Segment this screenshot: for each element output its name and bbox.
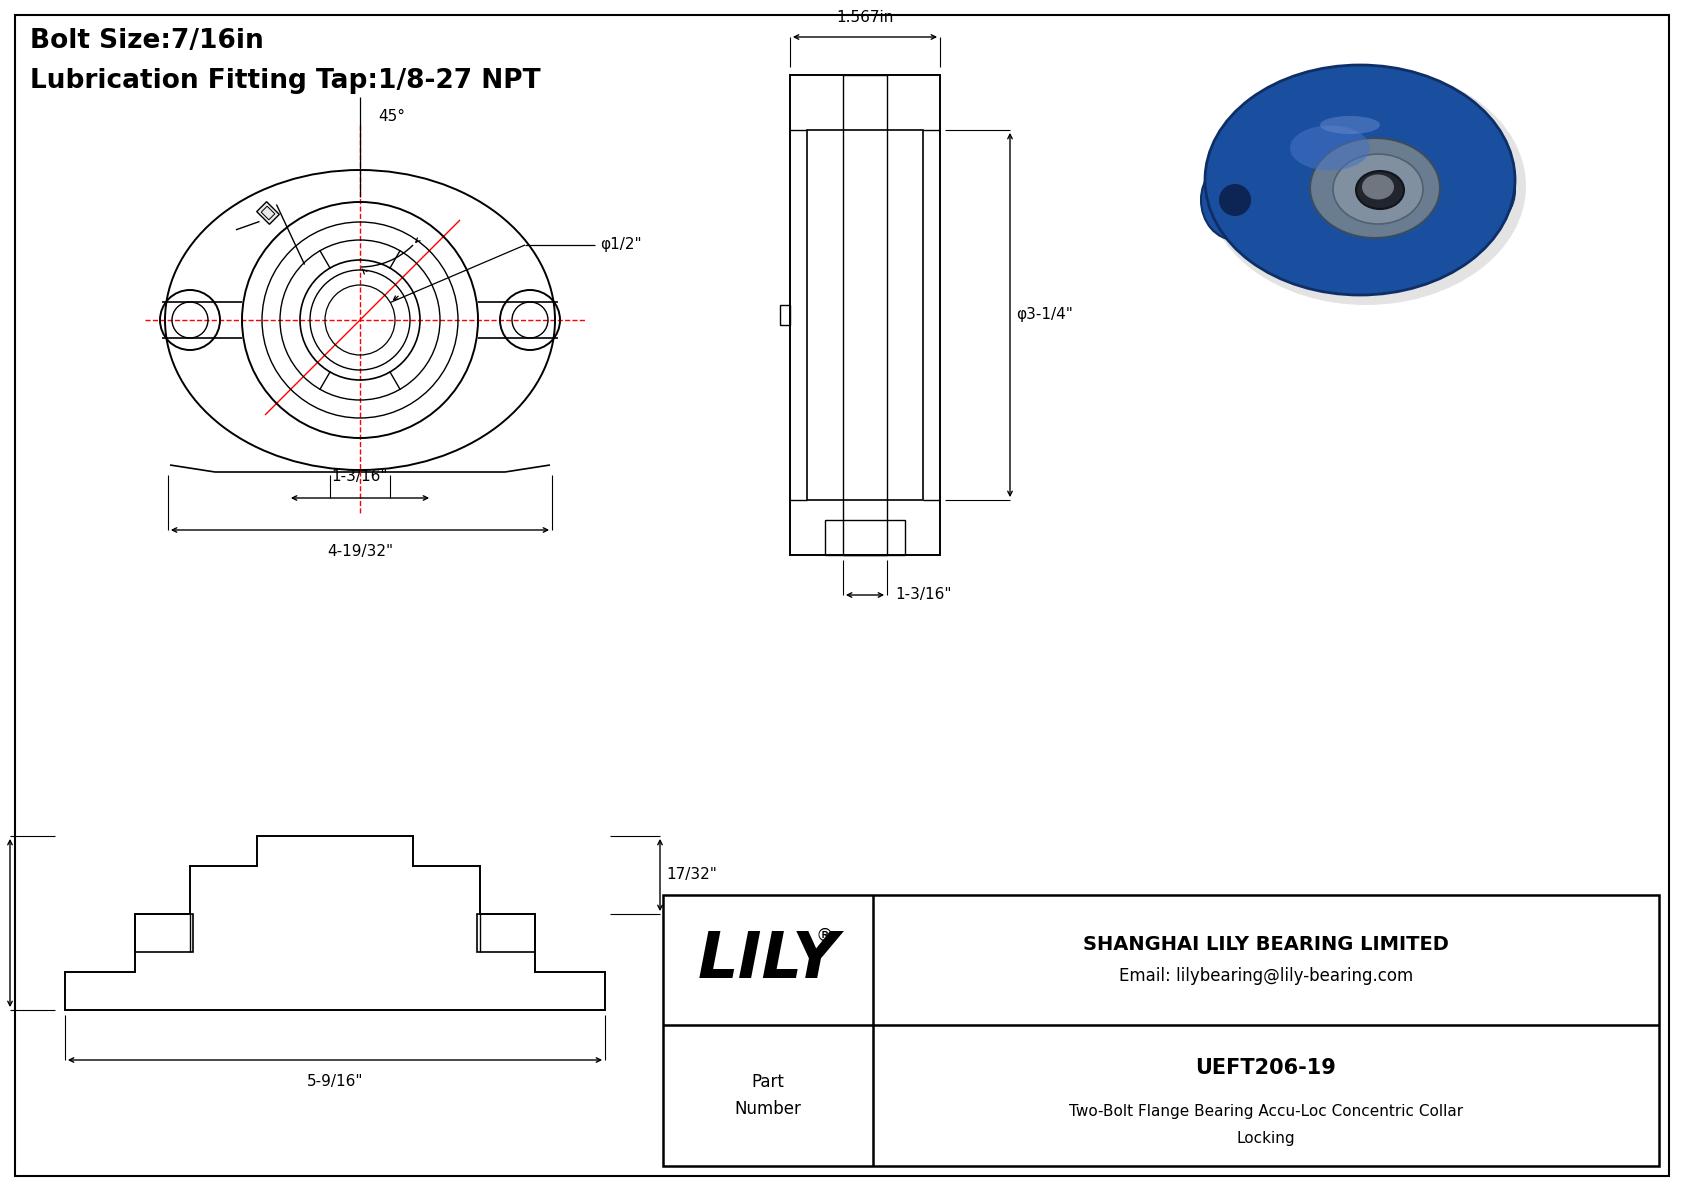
- Bar: [825, 520, 904, 555]
- Text: LILY: LILY: [697, 929, 839, 991]
- Text: Two-Bolt Flange Bearing Accu-Loc Concentric Collar: Two-Bolt Flange Bearing Accu-Loc Concent…: [1069, 1104, 1463, 1120]
- Bar: [844, 75, 887, 555]
- Bar: [807, 130, 923, 500]
- Polygon shape: [256, 201, 280, 224]
- Text: SHANGHAI LILY BEARING LIMITED: SHANGHAI LILY BEARING LIMITED: [1083, 935, 1448, 954]
- Text: Lubrication Fitting Tap:1/8-27 NPT: Lubrication Fitting Tap:1/8-27 NPT: [30, 68, 541, 94]
- Text: 4-19/32": 4-19/32": [327, 544, 392, 559]
- Text: φ1/2": φ1/2": [600, 237, 642, 252]
- Text: 45°: 45°: [377, 110, 404, 124]
- Text: UEFT206-19: UEFT206-19: [1196, 1059, 1337, 1078]
- Text: 17/32": 17/32": [665, 867, 717, 883]
- Ellipse shape: [1320, 116, 1379, 135]
- Text: Locking: Locking: [1236, 1131, 1295, 1147]
- Ellipse shape: [1356, 172, 1404, 208]
- Text: Part
Number: Part Number: [734, 1073, 802, 1117]
- Ellipse shape: [1334, 154, 1423, 224]
- Ellipse shape: [1206, 67, 1526, 305]
- Text: ®: ®: [817, 927, 834, 944]
- Ellipse shape: [1310, 138, 1440, 238]
- Text: 1.567in: 1.567in: [837, 10, 894, 25]
- Text: 5-9/16": 5-9/16": [306, 1074, 364, 1089]
- Bar: [477, 913, 536, 952]
- Ellipse shape: [1290, 125, 1371, 170]
- Bar: [790, 75, 940, 555]
- Text: 1-3/16": 1-3/16": [332, 469, 389, 484]
- Ellipse shape: [1206, 66, 1516, 295]
- Text: 1-3/16": 1-3/16": [894, 587, 951, 603]
- Circle shape: [1219, 183, 1251, 216]
- Text: Bolt Size:7/16in: Bolt Size:7/16in: [30, 29, 264, 54]
- Ellipse shape: [1465, 157, 1516, 223]
- Bar: [780, 305, 790, 325]
- Bar: [663, 894, 1659, 1166]
- Bar: [135, 913, 194, 952]
- Text: Email: lilybearing@lily-bearing.com: Email: lilybearing@lily-bearing.com: [1118, 967, 1413, 985]
- Ellipse shape: [1362, 175, 1394, 200]
- Ellipse shape: [1201, 160, 1270, 241]
- Text: φ3-1/4": φ3-1/4": [1015, 307, 1073, 323]
